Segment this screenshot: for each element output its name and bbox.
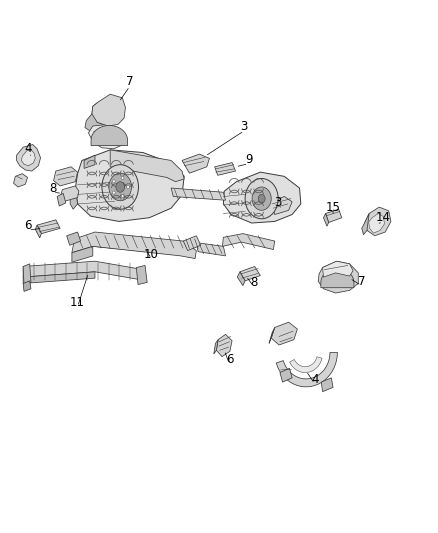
Circle shape: [258, 195, 265, 203]
Polygon shape: [72, 232, 196, 259]
Polygon shape: [23, 261, 141, 280]
Polygon shape: [322, 261, 353, 277]
Polygon shape: [365, 207, 391, 236]
Polygon shape: [271, 322, 297, 345]
Polygon shape: [57, 193, 66, 206]
Polygon shape: [215, 163, 236, 175]
Polygon shape: [136, 265, 147, 285]
Text: 3: 3: [274, 196, 282, 209]
Text: 8: 8: [49, 182, 57, 195]
Polygon shape: [271, 197, 292, 215]
Circle shape: [113, 191, 115, 194]
Polygon shape: [223, 172, 301, 223]
Circle shape: [116, 182, 124, 192]
Polygon shape: [74, 240, 180, 255]
Polygon shape: [369, 214, 385, 233]
Polygon shape: [67, 232, 81, 245]
Text: 4: 4: [311, 373, 318, 386]
Text: 8: 8: [250, 276, 258, 289]
Polygon shape: [21, 150, 35, 166]
Circle shape: [113, 180, 115, 183]
Polygon shape: [321, 378, 333, 392]
Polygon shape: [75, 150, 184, 221]
Polygon shape: [269, 327, 275, 343]
Text: 11: 11: [70, 296, 85, 309]
Polygon shape: [276, 352, 337, 387]
Text: 7: 7: [126, 76, 134, 88]
Polygon shape: [171, 188, 226, 200]
Circle shape: [121, 176, 124, 180]
Text: 9: 9: [245, 153, 252, 166]
Polygon shape: [110, 150, 184, 182]
Polygon shape: [321, 269, 354, 288]
Polygon shape: [37, 220, 60, 233]
Circle shape: [109, 173, 131, 201]
Text: 15: 15: [325, 200, 340, 214]
Text: 4: 4: [25, 142, 32, 155]
Text: 3: 3: [240, 120, 248, 133]
Polygon shape: [323, 214, 328, 226]
Polygon shape: [182, 154, 209, 173]
Circle shape: [245, 179, 278, 219]
Polygon shape: [70, 188, 78, 209]
Text: 14: 14: [375, 211, 391, 224]
Polygon shape: [35, 225, 42, 238]
Polygon shape: [17, 144, 41, 171]
Polygon shape: [85, 102, 108, 131]
Polygon shape: [223, 233, 275, 249]
Polygon shape: [325, 209, 342, 222]
Polygon shape: [92, 94, 125, 126]
Text: 7: 7: [357, 275, 365, 288]
Polygon shape: [196, 243, 226, 256]
Polygon shape: [216, 334, 232, 357]
Polygon shape: [84, 155, 95, 168]
Polygon shape: [14, 174, 28, 187]
Polygon shape: [88, 124, 125, 149]
Circle shape: [127, 185, 129, 189]
Polygon shape: [240, 266, 260, 281]
Circle shape: [102, 165, 138, 209]
Polygon shape: [53, 167, 78, 186]
Polygon shape: [318, 261, 358, 293]
Polygon shape: [237, 272, 245, 286]
Polygon shape: [23, 264, 31, 285]
Polygon shape: [91, 125, 127, 146]
Text: 6: 6: [226, 353, 233, 366]
Polygon shape: [214, 340, 218, 354]
Polygon shape: [362, 214, 369, 235]
Polygon shape: [23, 272, 95, 284]
Polygon shape: [280, 368, 292, 382]
Polygon shape: [60, 186, 79, 201]
Polygon shape: [184, 236, 201, 251]
Polygon shape: [290, 357, 322, 373]
Polygon shape: [72, 246, 93, 262]
Circle shape: [121, 195, 124, 198]
Circle shape: [252, 187, 271, 211]
Text: 6: 6: [25, 219, 32, 232]
Polygon shape: [23, 281, 31, 292]
Text: 10: 10: [144, 248, 159, 261]
